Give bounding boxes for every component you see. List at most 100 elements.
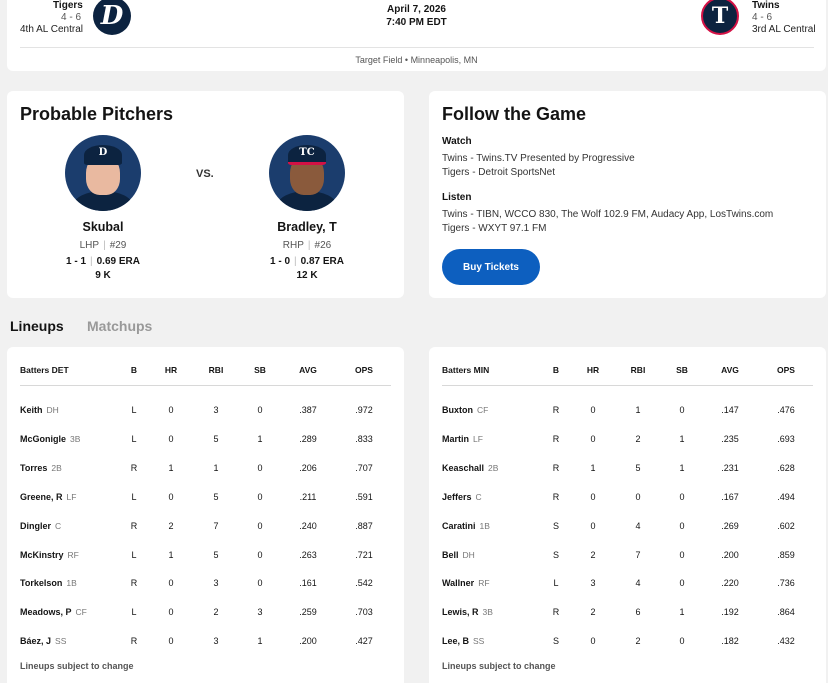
player-name[interactable]: Meadows, P CF	[20, 607, 87, 618]
stat-avg: .259	[299, 607, 317, 618]
stat-ops: .859	[777, 549, 795, 560]
player-name[interactable]: Báez, J SS	[20, 636, 67, 647]
min-lineup-note: Lineups subject to change	[442, 661, 556, 671]
col-b: B	[130, 365, 138, 375]
stat-sb: 0	[679, 491, 685, 502]
twins-logo-icon[interactable]: T	[701, 0, 739, 35]
stat-b: R	[552, 491, 560, 502]
stat-sb: 0	[257, 462, 263, 473]
follow-the-game-card: Follow the Game Watch Twins - Twins.TV P…	[429, 91, 826, 298]
table-row: Torkelson 1B R 0 3 0 .161 .542	[7, 578, 404, 598]
stat-ops: .833	[355, 433, 373, 444]
home-pitcher-record: 1 - 0 | 0.87 ERA	[270, 256, 344, 267]
player-name[interactable]: Jeffers C	[442, 491, 482, 502]
player-name[interactable]: McKinstry RF	[20, 549, 79, 560]
player-position: C	[55, 520, 62, 531]
stat-b: L	[131, 405, 137, 415]
tab-lineups[interactable]: Lineups	[10, 318, 64, 334]
stat-hr: 0	[168, 607, 174, 618]
away-team-name[interactable]: Tigers	[53, 0, 83, 11]
game-date: April 7, 2026	[387, 4, 446, 15]
stat-rbi: 5	[213, 433, 219, 444]
stat-avg: .182	[721, 636, 739, 647]
bradley-headshot[interactable]: TC	[269, 135, 345, 211]
player-name[interactable]: McGonigle 3B	[20, 433, 81, 444]
stat-b: R	[130, 578, 138, 589]
player-position: LF	[473, 433, 483, 444]
player-position: C	[475, 491, 482, 502]
player-position: CF	[477, 405, 489, 415]
stat-b: L	[131, 549, 137, 560]
stat-avg: .167	[721, 491, 739, 502]
home-team-name[interactable]: Twins	[752, 0, 780, 11]
stat-ops: .864	[777, 607, 795, 618]
stat-rbi: 1	[213, 462, 219, 473]
stat-rbi: 3	[213, 405, 219, 415]
player-position: RF	[67, 549, 79, 560]
table-row: Báez, J SS R 0 3 1 .200 .427	[7, 636, 404, 656]
player-name[interactable]: Bell DH	[442, 549, 475, 560]
stat-avg: .211	[299, 491, 317, 502]
stat-b: R	[552, 433, 560, 444]
stat-sb: 1	[257, 433, 263, 444]
stat-ops: .703	[355, 607, 373, 618]
player-position: SS	[473, 636, 485, 647]
stat-sb: 0	[257, 520, 263, 531]
stat-rbi: 3	[213, 636, 219, 647]
stat-rbi: 5	[213, 549, 219, 560]
table-row: Buxton CF R 0 1 0 .147 .476	[429, 405, 826, 425]
min-header-divider	[442, 385, 813, 386]
player-name[interactable]: Greene, R LF	[20, 491, 77, 502]
buy-tickets-button[interactable]: Buy Tickets	[442, 249, 540, 285]
tab-matchups[interactable]: Matchups	[87, 318, 153, 334]
header-divider	[20, 47, 814, 48]
player-name[interactable]: Martin LF	[442, 433, 483, 444]
stat-hr: 0	[168, 405, 174, 415]
stat-b: R	[552, 462, 560, 473]
stat-rbi: 0	[635, 491, 641, 502]
player-position: CF	[75, 607, 87, 618]
player-name[interactable]: Wallner RF	[442, 578, 490, 589]
tigers-logo-icon[interactable]: D	[93, 0, 131, 35]
away-pitcher-record: 1 - 1 | 0.69 ERA	[66, 256, 140, 267]
stat-rbi: 4	[635, 520, 641, 531]
away-team-record: 4 - 6	[61, 12, 82, 23]
stat-avg: .206	[299, 462, 317, 473]
venue: Target Field • Minneapolis, MN	[355, 55, 478, 65]
player-name[interactable]: Torkelson 1B	[20, 578, 77, 589]
home-pitcher-position: RHP | #26	[282, 240, 332, 251]
stat-avg: .269	[721, 520, 739, 531]
table-row: Lee, B SS S 0 2 0 .182 .432	[429, 636, 826, 656]
player-name[interactable]: Caratini 1B	[442, 520, 490, 531]
home-pitcher-name[interactable]: Bradley, T	[277, 220, 337, 234]
stat-b: L	[553, 578, 559, 589]
player-name[interactable]: Lee, B SS	[442, 636, 485, 647]
stat-avg: .289	[299, 433, 317, 444]
game-time: 7:40 PM EDT	[386, 17, 447, 28]
det-lineup-card: Batters DET B HR RBI SB AVG OPS Keith DH L…	[7, 347, 404, 683]
player-name[interactable]: Buxton CF	[442, 405, 489, 415]
stat-rbi: 6	[635, 607, 641, 618]
player-name[interactable]: Dingler C	[20, 520, 62, 531]
stat-sb: 1	[679, 433, 685, 444]
det-lineup-note: Lineups subject to change	[20, 661, 134, 671]
player-name[interactable]: Keith DH	[20, 405, 59, 415]
watch-tigers: Tigers - Detroit SportsNet	[442, 167, 555, 178]
stat-rbi: 3	[213, 578, 219, 589]
stat-hr: 0	[590, 491, 596, 502]
stat-b: S	[552, 520, 559, 531]
stat-b: R	[130, 520, 138, 531]
player-position: 2B	[488, 462, 499, 473]
stat-sb: 1	[679, 607, 685, 618]
skubal-headshot[interactable]: D	[65, 135, 141, 211]
away-pitcher-name[interactable]: Skubal	[82, 220, 124, 234]
stat-b: R	[130, 636, 138, 647]
stat-hr: 0	[590, 636, 596, 647]
col-avg: AVG	[299, 365, 317, 375]
det-batters-header: Batters DET	[20, 365, 69, 375]
stat-sb: 1	[679, 462, 685, 473]
player-position: 1B	[66, 578, 77, 589]
player-name[interactable]: Torres 2B	[20, 462, 62, 473]
player-name[interactable]: Keaschall 2B	[442, 462, 499, 473]
player-name[interactable]: Lewis, R 3B	[442, 607, 493, 618]
